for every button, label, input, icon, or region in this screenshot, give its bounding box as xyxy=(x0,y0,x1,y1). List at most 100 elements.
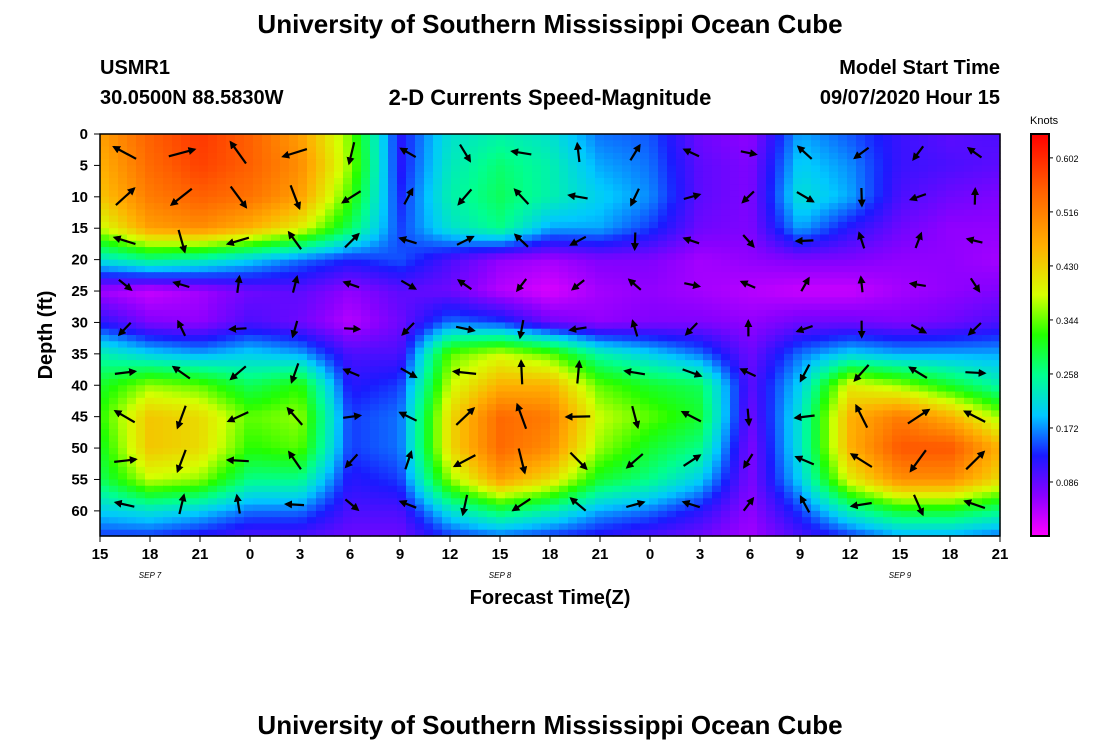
heatmap-cell xyxy=(586,171,596,179)
heatmap-cell xyxy=(397,397,407,405)
heatmap-cell xyxy=(145,372,155,380)
heatmap-cell xyxy=(685,228,695,236)
heatmap-cell xyxy=(262,221,272,229)
heatmap-cell xyxy=(640,278,650,286)
heatmap-cell xyxy=(235,372,245,380)
heatmap-cell xyxy=(928,341,938,349)
heatmap-cell xyxy=(712,435,722,443)
heatmap-cell xyxy=(883,272,893,280)
heatmap-cell xyxy=(568,203,578,210)
heatmap-cell xyxy=(766,209,776,217)
heatmap-cell xyxy=(127,291,137,298)
heatmap-cell xyxy=(775,347,785,355)
heatmap-cell xyxy=(883,240,893,248)
heatmap-cell xyxy=(532,291,542,298)
heatmap-cell xyxy=(505,429,515,437)
heatmap-cell xyxy=(208,385,218,393)
heatmap-cell xyxy=(928,322,938,330)
heatmap-cell xyxy=(217,140,227,148)
heatmap-cell xyxy=(865,372,875,380)
heatmap-cell xyxy=(379,391,389,399)
heatmap-cell xyxy=(613,385,623,393)
heatmap-cell xyxy=(631,397,641,405)
heatmap-cell xyxy=(631,159,641,167)
heatmap-cell xyxy=(964,422,974,430)
heatmap-cell xyxy=(316,291,326,298)
heatmap-cell xyxy=(172,184,182,192)
heatmap-cell xyxy=(208,272,218,280)
heatmap-cell xyxy=(370,284,380,292)
heatmap-cell xyxy=(163,184,173,192)
heatmap-cell xyxy=(694,209,704,217)
heatmap-cell xyxy=(667,372,677,380)
heatmap-cell xyxy=(676,234,686,242)
heatmap-cell xyxy=(415,309,425,317)
heatmap-cell xyxy=(595,366,605,374)
heatmap-cell xyxy=(946,303,956,311)
heatmap-cell xyxy=(433,360,443,368)
heatmap-cell xyxy=(919,435,929,443)
heatmap-cell xyxy=(676,278,686,286)
heatmap-cell xyxy=(496,372,506,380)
heatmap-cell xyxy=(424,416,434,424)
heatmap-cell xyxy=(136,416,146,424)
heatmap-cell xyxy=(595,297,605,305)
heatmap-cell xyxy=(397,240,407,248)
heatmap-cell xyxy=(991,335,1001,342)
heatmap-cell xyxy=(262,165,272,173)
heatmap-cell xyxy=(829,366,839,374)
heatmap-cell xyxy=(892,404,902,411)
heatmap-cell xyxy=(469,165,479,173)
heatmap-cell xyxy=(352,397,362,405)
heatmap-cell xyxy=(640,341,650,349)
heatmap-cell xyxy=(559,360,569,368)
heatmap-cell xyxy=(568,391,578,399)
heatmap-cell xyxy=(631,215,641,223)
heatmap-cell xyxy=(991,316,1001,324)
heatmap-cell xyxy=(361,159,371,167)
heatmap-cell xyxy=(991,146,1001,154)
heatmap-cell xyxy=(955,341,965,349)
heatmap-cell xyxy=(397,177,407,185)
heatmap-cell xyxy=(622,165,632,173)
heatmap-cell xyxy=(451,140,461,148)
heatmap-cell xyxy=(352,159,362,167)
heatmap-cell xyxy=(874,272,884,280)
heatmap-cell xyxy=(559,203,569,210)
heatmap-cell xyxy=(712,171,722,179)
heatmap-cell xyxy=(478,441,488,449)
heatmap-cell xyxy=(127,309,137,317)
heatmap-cell xyxy=(469,134,479,141)
heatmap-cell xyxy=(640,272,650,280)
heatmap-cell xyxy=(541,259,551,267)
heatmap-cell xyxy=(955,159,965,167)
heatmap-cell xyxy=(271,247,281,254)
heatmap-cell xyxy=(658,146,668,154)
heatmap-cell xyxy=(982,372,992,380)
heatmap-cell xyxy=(694,378,704,386)
heatmap-cell xyxy=(163,422,173,430)
heatmap-cell xyxy=(955,146,965,154)
heatmap-cell xyxy=(910,171,920,179)
heatmap-cell xyxy=(424,265,434,273)
heatmap-cell xyxy=(820,309,830,317)
heatmap-cell xyxy=(820,404,830,411)
heatmap-cell xyxy=(946,372,956,380)
heatmap-cell xyxy=(622,184,632,192)
heatmap-cell xyxy=(568,309,578,317)
heatmap-cell xyxy=(334,297,344,305)
heatmap-cell xyxy=(991,404,1001,411)
heatmap-cell xyxy=(208,353,218,361)
heatmap-cell xyxy=(802,259,812,267)
heatmap-cell xyxy=(397,184,407,192)
heatmap-cell xyxy=(235,397,245,405)
heatmap-cell xyxy=(820,297,830,305)
heatmap-cell xyxy=(694,240,704,248)
heatmap-cell xyxy=(703,360,713,368)
heatmap-cell xyxy=(235,297,245,305)
heatmap-cell xyxy=(451,422,461,430)
heatmap-cell xyxy=(964,196,974,204)
heatmap-cell xyxy=(388,165,398,173)
heatmap-cell xyxy=(892,146,902,154)
heatmap-cell xyxy=(685,416,695,424)
